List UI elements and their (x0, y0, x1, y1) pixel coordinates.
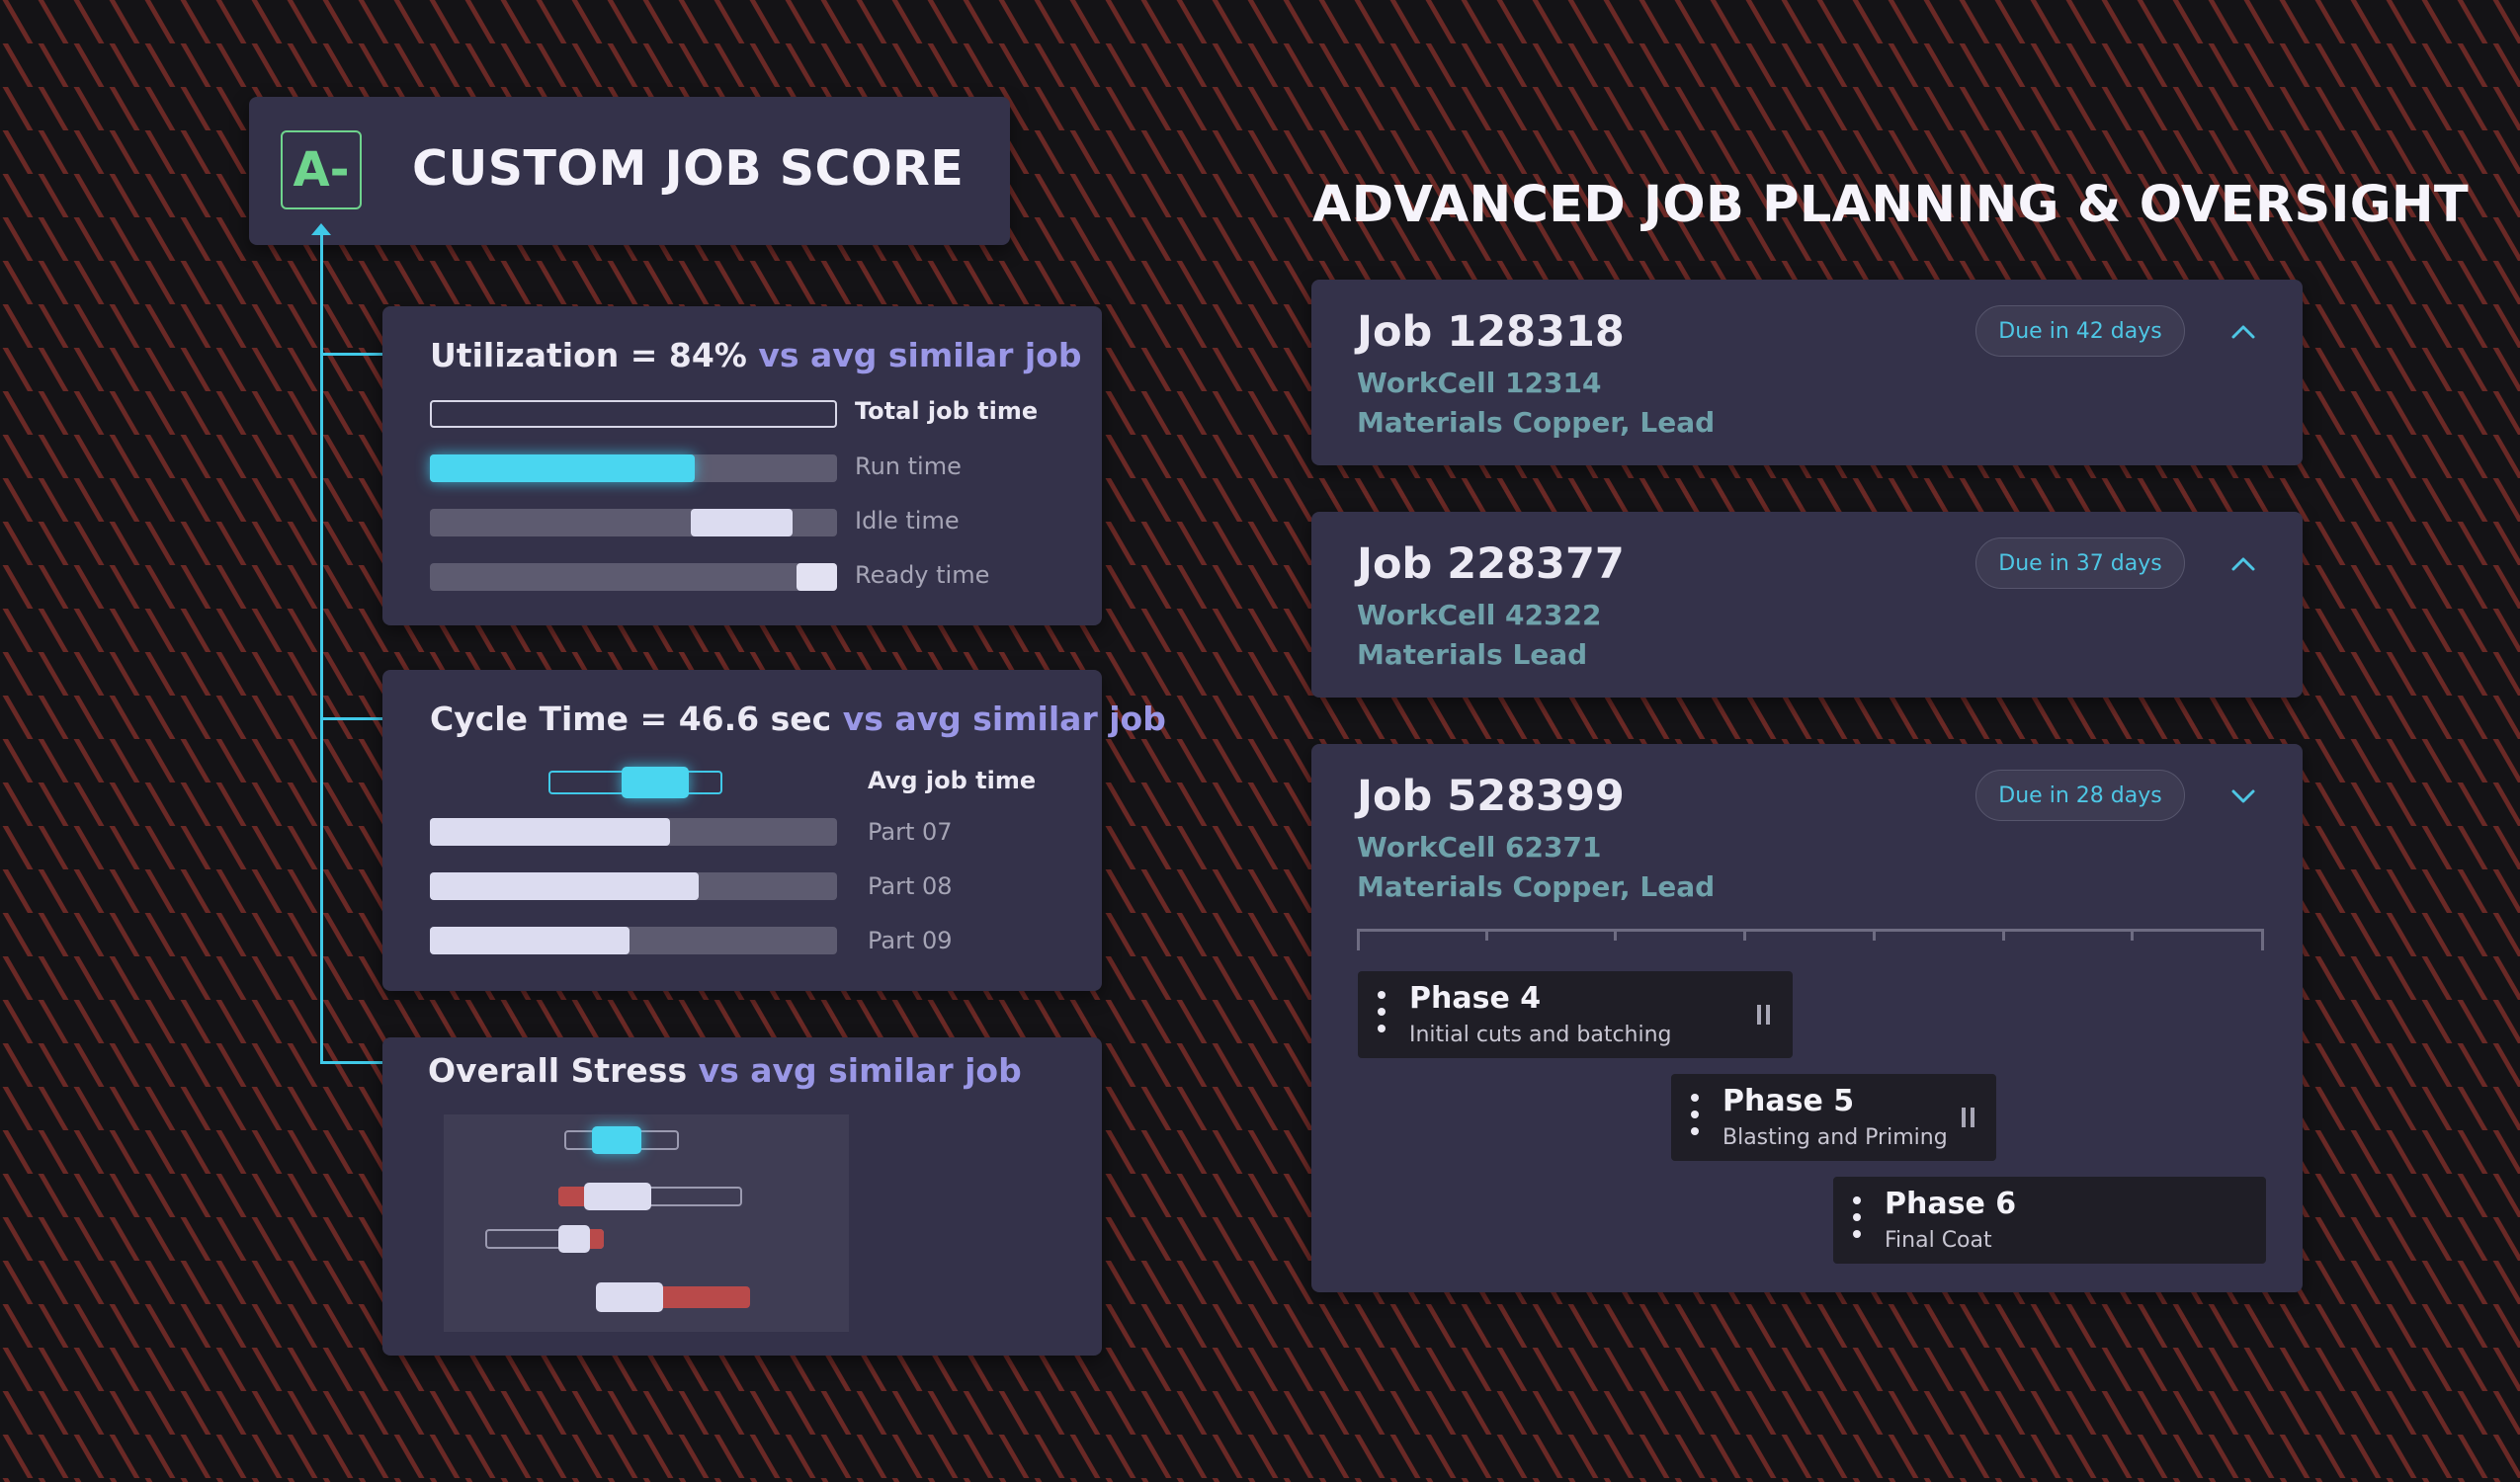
ready-time-bar (430, 563, 837, 591)
drag-handle-icon[interactable] (1691, 1094, 1699, 1139)
chevron-up-icon[interactable] (2230, 551, 2256, 577)
phase-name: Phase 5 (1722, 1084, 1855, 1118)
due-badge: Due in 42 days (1975, 305, 2185, 357)
utilization-title: Utilization = 84% vs avg similar job (430, 336, 1082, 374)
part-label: Part 08 (868, 872, 953, 900)
chevron-up-icon[interactable] (2230, 319, 2256, 345)
due-badge: Due in 28 days (1975, 770, 2185, 821)
job-title: Job 228377 (1357, 539, 1625, 589)
cycle-time-card: Cycle Time = 46.6 sec vs avg similar job… (382, 670, 1166, 991)
job-materials: Materials Copper, Lead (1357, 870, 1716, 903)
phase-block[interactable]: Phase 6 Final Coat (1833, 1177, 2266, 1264)
phase-block[interactable]: Phase 4 Initial cuts and batching (1358, 971, 1793, 1058)
idle-time-bar (430, 509, 837, 536)
phase-block[interactable]: Phase 5 Blasting and Priming (1671, 1074, 1996, 1161)
job-card[interactable]: Job 228377 WorkCell 42322 Materials Lead… (1311, 512, 2303, 698)
part-bar (430, 927, 837, 954)
score-header: A- CUSTOM JOB SCORE (249, 97, 1010, 245)
avg-job-time-label: Avg job time (868, 767, 1037, 794)
avg-job-time-marker (622, 767, 689, 798)
phase-description: Initial cuts and batching (1409, 1023, 1672, 1047)
job-materials: Materials Lead (1357, 638, 1588, 671)
stress-card: Overall Stress vs avg similar job (382, 1037, 1102, 1356)
stress-title: Overall Stress vs avg similar job (428, 1051, 1022, 1090)
drag-handle-icon[interactable] (1378, 991, 1386, 1036)
job-card-expanded[interactable]: Job 528399 WorkCell 62371 Materials Copp… (1311, 744, 2303, 1292)
job-materials: Materials Copper, Lead (1357, 406, 1716, 439)
due-badge: Due in 37 days (1975, 537, 2185, 589)
part-label: Part 07 (868, 818, 953, 846)
planning-title: ADVANCED JOB PLANNING & OVERSIGHT (1312, 176, 2470, 234)
score-title: CUSTOM JOB SCORE (412, 140, 965, 197)
vs-link[interactable]: vs avg similar job (842, 700, 1166, 738)
job-workcell: WorkCell 62371 (1357, 831, 1602, 864)
cycle-time-title: Cycle Time = 46.6 sec vs avg similar job (430, 700, 1166, 738)
grade-badge: A- (281, 130, 362, 209)
drag-handle-icon[interactable] (1853, 1196, 1861, 1242)
utilization-label: Idle time (855, 507, 960, 535)
phase-description: Blasting and Priming (1722, 1125, 1948, 1150)
part-bar (430, 818, 837, 846)
part-label: Part 09 (868, 927, 953, 954)
vs-link[interactable]: vs avg similar job (758, 336, 1082, 374)
total-time-bar (430, 400, 837, 428)
utilization-card: Utilization = 84% vs avg similar job Tot… (382, 306, 1102, 625)
pause-icon[interactable] (1757, 1005, 1771, 1025)
utilization-label: Run time (855, 453, 962, 480)
phase-name: Phase 6 (1885, 1187, 2017, 1221)
stress-chart (444, 1114, 849, 1332)
job-workcell: WorkCell 42322 (1357, 599, 1602, 631)
job-title: Job 528399 (1357, 772, 1625, 821)
part-bar (430, 872, 837, 900)
utilization-label: Total job time (855, 397, 1039, 425)
job-card[interactable]: Job 128318 WorkCell 12314 Materials Copp… (1311, 280, 2303, 465)
chevron-down-icon[interactable] (2230, 783, 2256, 809)
utilization-label: Ready time (855, 561, 990, 589)
job-workcell: WorkCell 12314 (1357, 367, 1602, 399)
phase-name: Phase 4 (1409, 981, 1542, 1016)
job-title: Job 128318 (1357, 307, 1625, 357)
vs-link[interactable]: vs avg similar job (698, 1051, 1022, 1090)
run-time-bar (430, 454, 837, 482)
phase-description: Final Coat (1885, 1228, 1992, 1253)
pause-icon[interactable] (1962, 1108, 1975, 1127)
